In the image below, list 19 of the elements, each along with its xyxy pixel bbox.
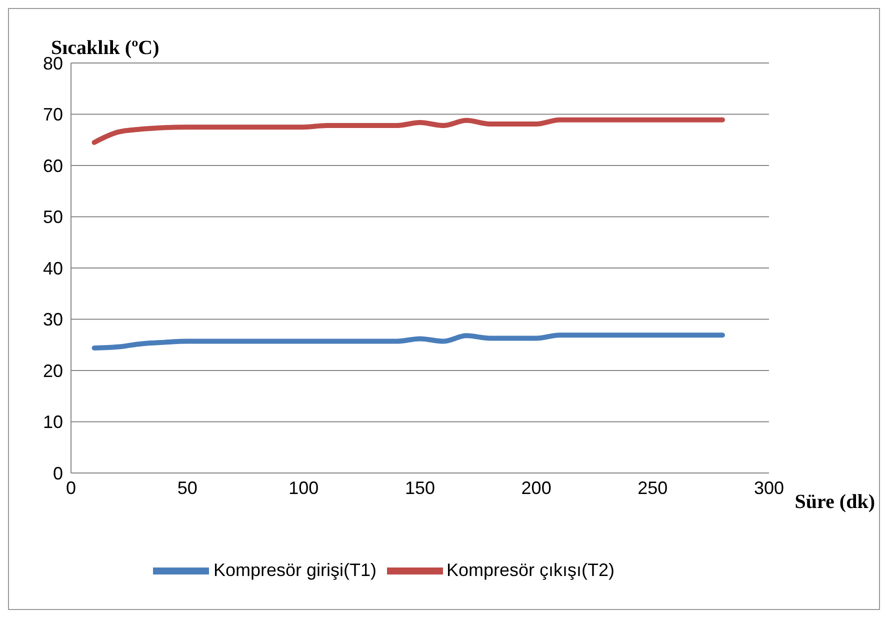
x-tick-label: 300 [754, 478, 784, 498]
y-tick-label: 10 [42, 412, 63, 432]
x-tick-label: 150 [404, 478, 436, 498]
y-tick-label: 40 [42, 258, 63, 278]
x-tick-label: 100 [288, 478, 319, 498]
y-tick-label: 0 [52, 463, 63, 484]
legend-label: Kompresör girişi(T1) [213, 560, 376, 580]
x-tick-label: 0 [66, 478, 76, 498]
y-tick-label: 80 [42, 53, 63, 74]
legend-label: Kompresör çıkışı(T2) [446, 560, 615, 580]
y-tick-label: 50 [42, 207, 63, 228]
y-tick-label: 70 [42, 104, 63, 125]
y-tick-label: 20 [42, 360, 63, 381]
x-tick-label: 50 [177, 478, 198, 498]
y-tick-label: 30 [42, 310, 63, 330]
x-tick-label: 200 [521, 478, 552, 498]
x-tick-label: 250 [638, 478, 668, 498]
x-axis-title: Süre (dk) [794, 491, 875, 514]
y-tick-label: 60 [42, 156, 63, 176]
